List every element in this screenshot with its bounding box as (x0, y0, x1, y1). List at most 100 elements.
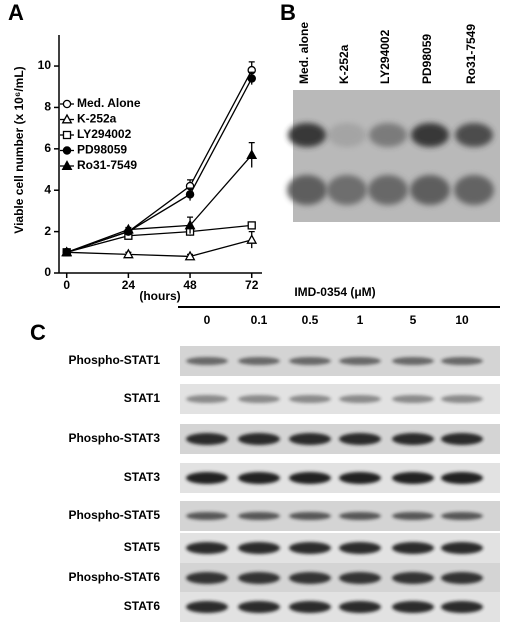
point (247, 221, 256, 230)
blot-band (186, 572, 228, 584)
y-tick-label: 10 (38, 58, 52, 72)
blot-band (339, 472, 381, 484)
series-line (66, 224, 252, 253)
gel-band (288, 123, 326, 147)
row-label: STAT3 (124, 470, 161, 484)
lane-label: K-252a (337, 44, 351, 84)
blot-band (392, 433, 434, 445)
blot-band (289, 357, 331, 365)
blot-title: IMD-0354 (μM) (294, 285, 375, 299)
blot-band (339, 512, 381, 520)
blot-band (238, 572, 280, 584)
legend-marker (62, 146, 72, 155)
legend-marker (61, 160, 73, 170)
blot-band (238, 395, 280, 403)
x-tick-label: 24 (122, 278, 136, 292)
gel-band (411, 123, 449, 147)
y-tick-label: 6 (44, 141, 51, 155)
row-label: Phospho-STAT3 (68, 431, 160, 445)
panel-label: B (280, 0, 296, 25)
x-axis-label: (hours) (139, 289, 180, 303)
panel-label: C (30, 320, 46, 345)
gel-band (410, 175, 450, 205)
dose-label: 1 (357, 313, 364, 327)
blot-band (392, 395, 434, 403)
x-tick-label: 0 (63, 278, 70, 292)
dose-label: 0.5 (302, 313, 319, 327)
series-line (66, 239, 252, 258)
blot-band (186, 357, 228, 365)
blot-band (441, 601, 483, 613)
dose-label: 5 (410, 313, 417, 327)
legend-label: K-252a (77, 112, 117, 126)
blot-band (289, 395, 331, 403)
blot-band (339, 395, 381, 403)
blot-band (441, 395, 483, 403)
blot-band (289, 433, 331, 445)
blot-band (339, 433, 381, 445)
blot-band (186, 433, 228, 445)
blot-band (238, 601, 280, 613)
point (246, 149, 258, 159)
legend-marker (62, 99, 72, 109)
row-label: STAT5 (124, 540, 161, 554)
blot-band (441, 433, 483, 445)
dose-label: 0.1 (251, 313, 268, 327)
gel-band (369, 123, 407, 147)
legend-label: PD98059 (77, 143, 127, 157)
blot-band (392, 601, 434, 613)
blot-band (339, 542, 381, 554)
blot-band (289, 542, 331, 554)
blot-band (289, 572, 331, 584)
blot-band (441, 472, 483, 484)
blot-band (238, 433, 280, 445)
blot-band (392, 472, 434, 484)
row-label: STAT1 (124, 391, 161, 405)
blot-band (392, 542, 434, 554)
legend-label: Med. Alone (77, 96, 141, 110)
blot-band (238, 357, 280, 365)
blot-band (441, 572, 483, 584)
lane-label: PD98059 (420, 34, 434, 84)
point (185, 190, 195, 199)
panel-label: A (8, 0, 24, 25)
blot-band (186, 472, 228, 484)
blot-band (392, 512, 434, 520)
point (122, 223, 134, 234)
point (247, 74, 256, 83)
dose-label: 10 (455, 313, 469, 327)
gel-band (327, 175, 367, 205)
gel-band (368, 175, 408, 205)
point (246, 234, 258, 244)
dose-label: 0 (204, 313, 211, 327)
blot-band (238, 542, 280, 554)
blot-band (186, 542, 228, 554)
lane-label: Ro31-7549 (464, 24, 478, 84)
blot-band (289, 512, 331, 520)
lane-label: Med. alone (297, 22, 311, 84)
y-tick-label: 0 (44, 265, 51, 279)
gel-band (454, 175, 494, 205)
blot-band (186, 512, 228, 520)
legend-label: LY294002 (77, 127, 132, 141)
blot-band (339, 357, 381, 365)
blot-band (392, 572, 434, 584)
blot-band (441, 542, 483, 554)
row-label: Phospho-STAT5 (68, 508, 160, 522)
row-label: Phospho-STAT1 (68, 353, 160, 367)
blot-band (441, 512, 483, 520)
blot-band (238, 512, 280, 520)
series-line (66, 154, 253, 253)
blot-band (289, 601, 331, 613)
legend-marker (62, 130, 72, 140)
point (184, 250, 196, 261)
legend-marker (61, 113, 73, 124)
row-label: Phospho-STAT6 (68, 570, 160, 584)
y-tick-label: 8 (44, 100, 51, 114)
point (184, 219, 196, 230)
x-tick-label: 48 (183, 278, 197, 292)
blot-band (186, 601, 228, 613)
point (61, 246, 73, 257)
blot-band (238, 472, 280, 484)
